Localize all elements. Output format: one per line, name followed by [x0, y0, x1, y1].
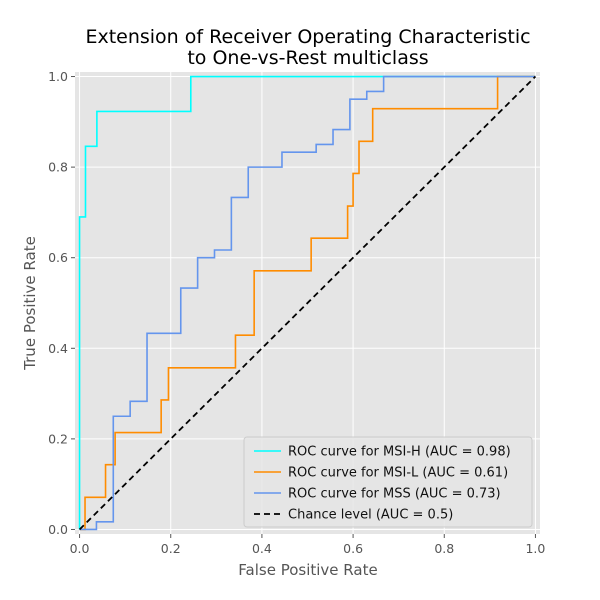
x-tick-label: 0.0 — [70, 541, 90, 556]
series-line-1 — [79, 75, 536, 531]
legend: ROC curve for MSI-H (AUC = 0.98) ROC curv… — [243, 436, 533, 528]
axis-ticks: 0.0 0.2 0.4 0.6 0.8 1.0 0.0 0.2 0.4 0.6 0.8 1.0 — [48, 69, 545, 556]
legend-label-3: Chance level (AUC = 0.5) — [288, 508, 453, 523]
x-tick-label: 0.4 — [252, 541, 272, 556]
x-tick-label: 0.2 — [161, 541, 181, 556]
x-tick-label: 1.0 — [525, 541, 545, 556]
series-line-3 — [78, 75, 537, 531]
y-tick-label: 1.0 — [48, 69, 68, 84]
series-line-0 — [78, 75, 536, 530]
y-tick-label: 0.0 — [48, 522, 68, 537]
x-tick-label: 0.6 — [343, 541, 363, 556]
series-lines — [78, 75, 537, 531]
x-axis-label: False Positive Rate — [238, 561, 377, 579]
chart-title-line-2: to One-vs-Rest multiclass — [187, 47, 428, 69]
chart-title-line-1: Extension of Receiver Operating Characte… — [85, 26, 530, 48]
y-tick-label: 0.6 — [48, 250, 68, 265]
legend-label-1: ROC curve for MSI-L (AUC = 0.61) — [288, 466, 508, 481]
x-tick-label: 0.8 — [434, 541, 454, 556]
y-tick-label: 0.4 — [48, 341, 68, 356]
legend-label-2: ROC curve for MSS (AUC = 0.73) — [288, 487, 501, 502]
y-axis-label: True Positive Rate — [21, 236, 39, 371]
y-tick-label: 0.2 — [48, 431, 68, 446]
legend-label-0: ROC curve for MSI-H (AUC = 0.98) — [288, 445, 511, 460]
y-tick-label: 0.8 — [48, 160, 68, 175]
legend-box — [243, 436, 533, 528]
series-line-2 — [79, 75, 536, 531]
